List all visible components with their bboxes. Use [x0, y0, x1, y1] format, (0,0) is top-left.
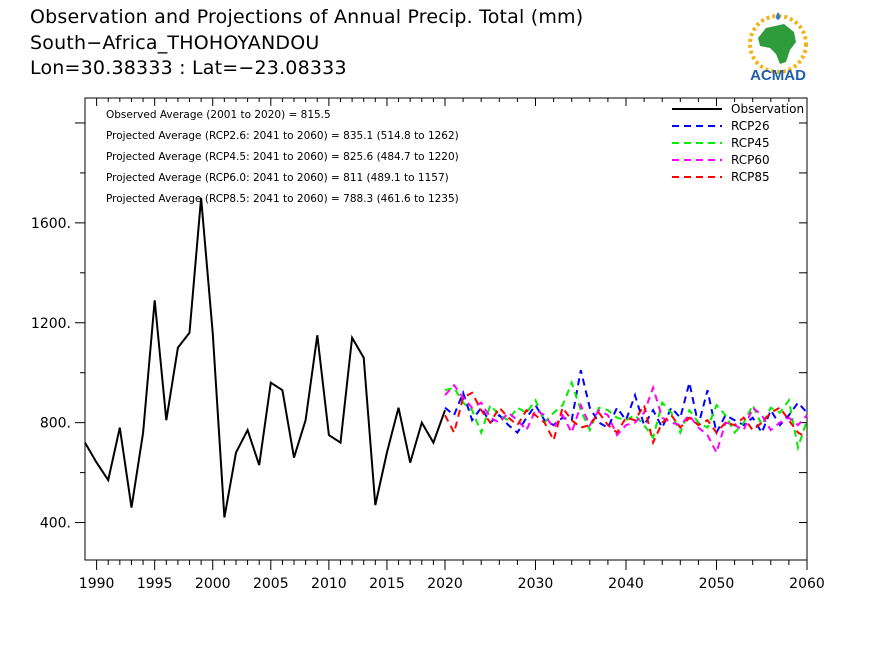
annotation-text: Observed Average (2001 to 2020) = 815.5 — [106, 109, 331, 121]
y-tick-label: 400. — [40, 516, 71, 532]
y-tick-label: 1200. — [31, 316, 71, 332]
annotation-text: Projected Average (RCP2.6: 2041 to 2060)… — [106, 130, 459, 142]
legend-label: Observation — [731, 102, 804, 116]
x-tick-label: 2060 — [789, 576, 825, 592]
x-tick-label: 2030 — [518, 576, 554, 592]
x-tick-label: 2000 — [195, 576, 231, 592]
series-line-rcp26 — [444, 369, 808, 436]
x-tick-label: 1990 — [79, 576, 115, 592]
x-tick-label: 2040 — [608, 576, 644, 592]
x-tick-label: 2050 — [699, 576, 735, 592]
x-tick-label: 2015 — [369, 576, 405, 592]
legend-label: RCP85 — [731, 170, 770, 184]
x-tick-label: 2020 — [427, 576, 463, 592]
x-tick-label: 2005 — [253, 576, 289, 592]
legend-label: RCP26 — [731, 119, 770, 133]
series-line-rcp45 — [444, 379, 808, 452]
acmad-logo: ACMAD — [748, 12, 808, 84]
x-tick-label: 2010 — [311, 576, 347, 592]
logo-text: ACMAD — [750, 67, 806, 84]
x-tick-label: 1995 — [137, 576, 173, 592]
annotation-text: Projected Average (RCP8.5: 2041 to 2060)… — [106, 193, 459, 205]
annotation-text: Projected Average (RCP6.0: 2041 to 2060)… — [106, 172, 449, 184]
legend-label: RCP45 — [731, 136, 770, 150]
legend-label: RCP60 — [731, 153, 770, 167]
series-line-observation — [84, 197, 446, 518]
y-tick-label: 800. — [40, 416, 71, 432]
annotation-text: Projected Average (RCP4.5: 2041 to 2060)… — [106, 151, 459, 163]
station-name: South−Africa_THOHOYANDOU — [30, 32, 320, 54]
chart-title: Observation and Projections of Annual Pr… — [30, 6, 584, 28]
series-line-rcp60 — [444, 383, 808, 456]
plot-frame — [84, 97, 808, 561]
y-tick-label: 1600. — [31, 216, 71, 232]
station-coords: Lon=30.38333 : Lat=−23.08333 — [30, 57, 347, 79]
acmad-logo-graphic — [748, 12, 808, 74]
